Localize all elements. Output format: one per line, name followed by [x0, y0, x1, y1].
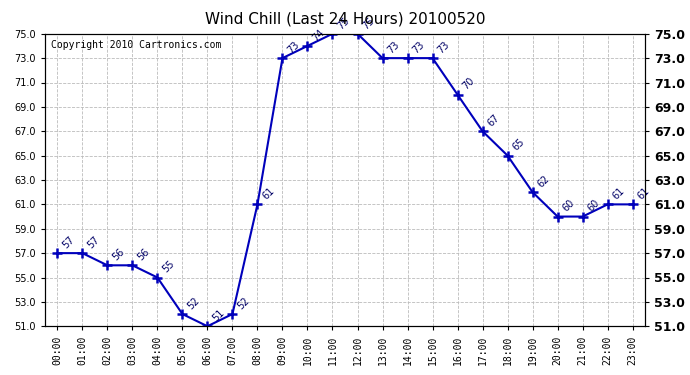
Text: 56: 56: [135, 247, 151, 262]
Text: 52: 52: [235, 296, 251, 311]
Text: 57: 57: [85, 234, 101, 250]
Text: 70: 70: [460, 76, 476, 92]
Text: 73: 73: [285, 39, 301, 56]
Text: 51: 51: [210, 308, 226, 324]
Text: 61: 61: [635, 186, 651, 202]
Text: 57: 57: [60, 234, 76, 250]
Text: 60: 60: [560, 198, 576, 214]
Text: 73: 73: [411, 39, 426, 56]
Text: 67: 67: [485, 112, 501, 129]
Text: 74: 74: [310, 27, 326, 43]
Text: 73: 73: [435, 39, 451, 56]
Text: 61: 61: [260, 186, 276, 202]
Text: 73: 73: [385, 39, 401, 56]
Text: 56: 56: [110, 247, 126, 262]
Text: 52: 52: [185, 296, 201, 311]
Text: 75: 75: [335, 15, 351, 31]
Text: 65: 65: [511, 137, 526, 153]
Text: Wind Chill (Last 24 Hours) 20100520: Wind Chill (Last 24 Hours) 20100520: [205, 11, 485, 26]
Text: 75: 75: [360, 15, 376, 31]
Text: 61: 61: [611, 186, 626, 202]
Text: 60: 60: [585, 198, 601, 214]
Text: 62: 62: [535, 174, 551, 189]
Text: Copyright 2010 Cartronics.com: Copyright 2010 Cartronics.com: [51, 40, 221, 50]
Text: 55: 55: [160, 259, 176, 275]
